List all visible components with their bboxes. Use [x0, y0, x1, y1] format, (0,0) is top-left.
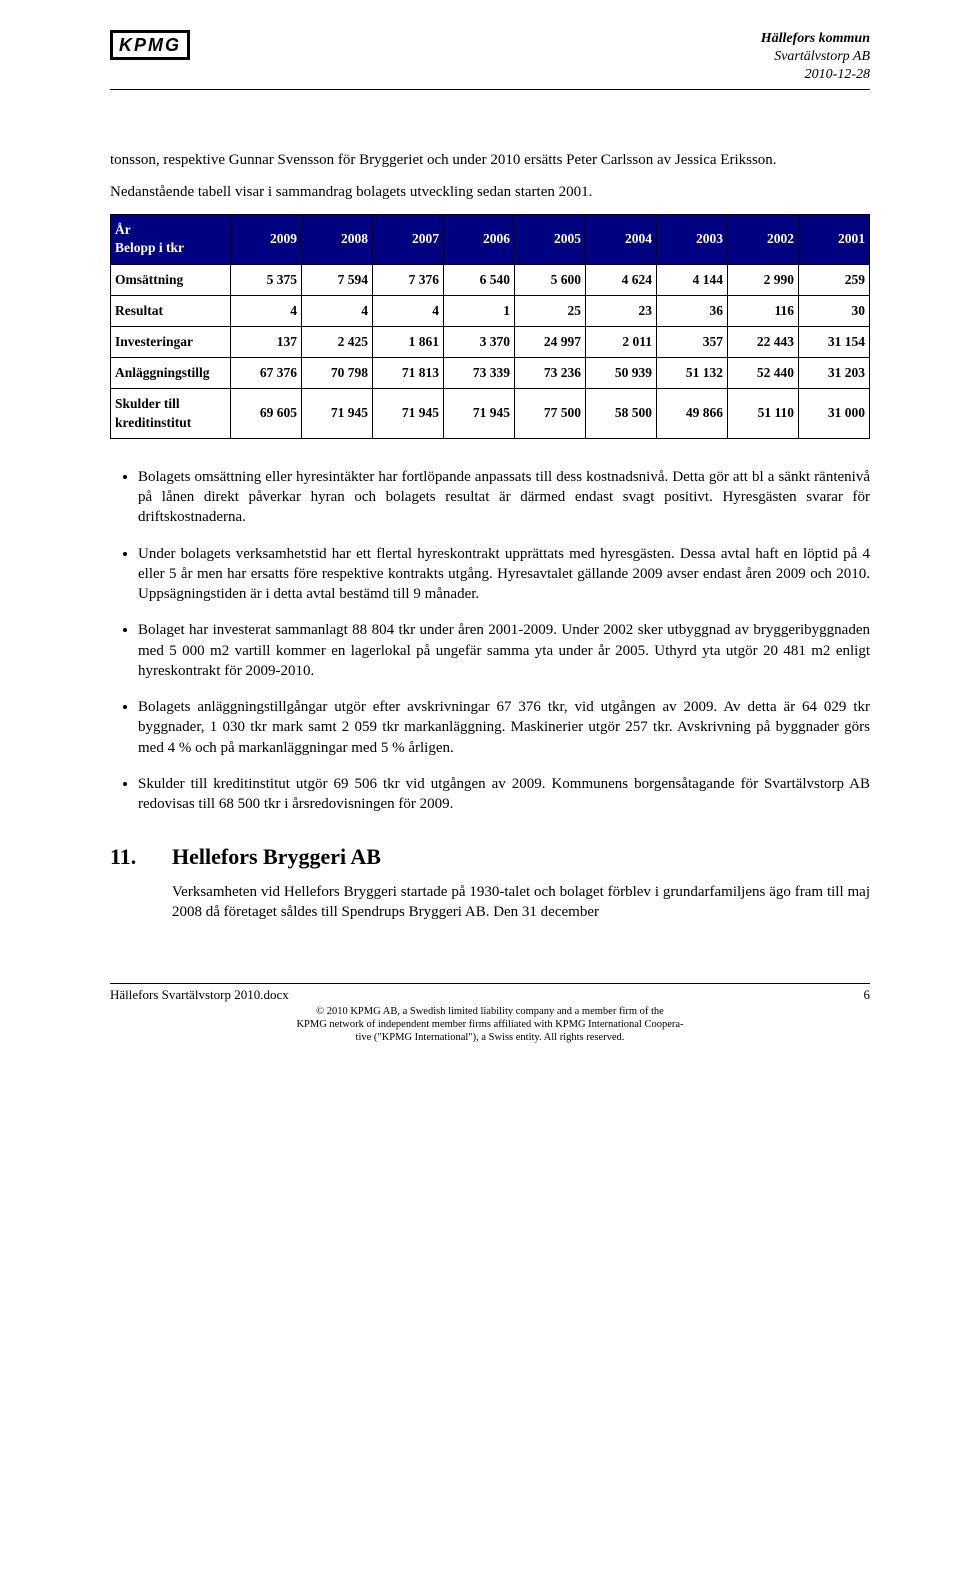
cell-value: 2 990: [728, 264, 799, 295]
cell-value: 50 939: [586, 358, 657, 389]
table-row: Anläggningstillg67 37670 79871 81373 339…: [111, 358, 870, 389]
section-11-body: Verksamheten vid Hellefors Bryggeri star…: [172, 882, 870, 923]
bullet-item: Bolagets anläggningstillgångar utgör eft…: [138, 697, 870, 758]
cell-value: 71 945: [302, 389, 373, 438]
amount-label: Belopp i tkr: [115, 240, 184, 255]
table-row: Resultat444125233611630: [111, 295, 870, 326]
cell-value: 6 540: [444, 264, 515, 295]
col-2007: 2007: [373, 215, 444, 264]
table-row: Investeringar1372 4251 8613 37024 9972 0…: [111, 326, 870, 357]
cell-value: 2 425: [302, 326, 373, 357]
cell-value: 1: [444, 295, 515, 326]
cell-value: 23: [586, 295, 657, 326]
col-2003: 2003: [657, 215, 728, 264]
col-2005: 2005: [515, 215, 586, 264]
cell-value: 31 203: [799, 358, 870, 389]
cell-value: 49 866: [657, 389, 728, 438]
table-row: Omsättning5 3757 5947 3766 5405 6004 624…: [111, 264, 870, 295]
cell-value: 4: [373, 295, 444, 326]
cell-value: 4 624: [586, 264, 657, 295]
cell-value: 71 813: [373, 358, 444, 389]
bullet-item: Bolaget har investerat sammanlagt 88 804…: [138, 620, 870, 681]
kpmg-logo: KPMG: [110, 30, 190, 60]
cell-value: 71 945: [373, 389, 444, 438]
meta-date: 2010-12-28: [761, 66, 870, 84]
table-row: Skulder till kreditinstitut69 60571 9457…: [111, 389, 870, 438]
footer-copyright-2: KPMG network of independent member firms…: [110, 1018, 870, 1031]
intro-paragraph-1: tonsson, respektive Gunnar Svensson för …: [110, 150, 870, 170]
bullet-item: Skulder till kreditinstitut utgör 69 506…: [138, 774, 870, 815]
cell-value: 24 997: [515, 326, 586, 357]
cell-value: 73 339: [444, 358, 515, 389]
page-header: KPMG Hällefors kommun Svartälvstorp AB 2…: [110, 30, 870, 85]
cell-value: 73 236: [515, 358, 586, 389]
row-label: Anläggningstillg: [111, 358, 231, 389]
meta-company: Svartälvstorp AB: [761, 48, 870, 66]
section-11-header: 11. Hellefors Bryggeri AB: [110, 842, 870, 872]
cell-value: 31 000: [799, 389, 870, 438]
cell-value: 70 798: [302, 358, 373, 389]
section-title: Hellefors Bryggeri AB: [172, 842, 381, 872]
cell-value: 4: [302, 295, 373, 326]
cell-value: 116: [728, 295, 799, 326]
cell-value: 77 500: [515, 389, 586, 438]
table-body: Omsättning5 3757 5947 3766 5405 6004 624…: [111, 264, 870, 438]
cell-value: 51 132: [657, 358, 728, 389]
cell-value: 69 605: [231, 389, 302, 438]
cell-value: 4 144: [657, 264, 728, 295]
year-label: År: [115, 222, 131, 237]
footer-copyright: © 2010 KPMG AB, a Swedish limited liabil…: [110, 1005, 870, 1044]
cell-value: 25: [515, 295, 586, 326]
cell-value: 5 600: [515, 264, 586, 295]
row-label: Omsättning: [111, 264, 231, 295]
cell-value: 7 594: [302, 264, 373, 295]
header-rule: [110, 89, 870, 90]
cell-value: 22 443: [728, 326, 799, 357]
col-2002: 2002: [728, 215, 799, 264]
footer-copyright-1: © 2010 KPMG AB, a Swedish limited liabil…: [110, 1005, 870, 1018]
cell-value: 259: [799, 264, 870, 295]
financial-table: År Belopp i tkr 2009 2008 2007 2006 2005…: [110, 214, 870, 439]
cell-value: 36: [657, 295, 728, 326]
table-corner-label: År Belopp i tkr: [111, 215, 231, 264]
cell-value: 30: [799, 295, 870, 326]
cell-value: 71 945: [444, 389, 515, 438]
cell-value: 5 375: [231, 264, 302, 295]
row-label: Skulder till kreditinstitut: [111, 389, 231, 438]
row-label: Investeringar: [111, 326, 231, 357]
table-head: År Belopp i tkr 2009 2008 2007 2006 2005…: [111, 215, 870, 264]
row-label: Resultat: [111, 295, 231, 326]
col-2006: 2006: [444, 215, 515, 264]
cell-value: 137: [231, 326, 302, 357]
bullet-item: Under bolagets verksamhetstid har ett fl…: [138, 544, 870, 605]
doc-meta: Hällefors kommun Svartälvstorp AB 2010-1…: [761, 30, 870, 85]
col-2004: 2004: [586, 215, 657, 264]
cell-value: 7 376: [373, 264, 444, 295]
col-2001: 2001: [799, 215, 870, 264]
cell-value: 357: [657, 326, 728, 357]
footer-pagenum: 6: [864, 986, 871, 1004]
cell-value: 31 154: [799, 326, 870, 357]
col-2009: 2009: [231, 215, 302, 264]
footer-filename: Hällefors Svartälvstorp 2010.docx: [110, 986, 289, 1004]
bullet-list: Bolagets omsättning eller hyresintäkter …: [138, 467, 870, 815]
col-2008: 2008: [302, 215, 373, 264]
cell-value: 52 440: [728, 358, 799, 389]
cell-value: 3 370: [444, 326, 515, 357]
section-number: 11.: [110, 842, 150, 872]
meta-municipality: Hällefors kommun: [761, 30, 870, 48]
cell-value: 51 110: [728, 389, 799, 438]
footer-copyright-3: tive ("KPMG International"), a Swiss ent…: [110, 1031, 870, 1044]
cell-value: 2 011: [586, 326, 657, 357]
cell-value: 1 861: [373, 326, 444, 357]
cell-value: 4: [231, 295, 302, 326]
intro-paragraph-2: Nedanstående tabell visar i sammandrag b…: [110, 182, 870, 202]
page-footer: Hällefors Svartälvstorp 2010.docx 6 © 20…: [110, 983, 870, 1045]
bullet-item: Bolagets omsättning eller hyresintäkter …: [138, 467, 870, 528]
cell-value: 67 376: [231, 358, 302, 389]
cell-value: 58 500: [586, 389, 657, 438]
